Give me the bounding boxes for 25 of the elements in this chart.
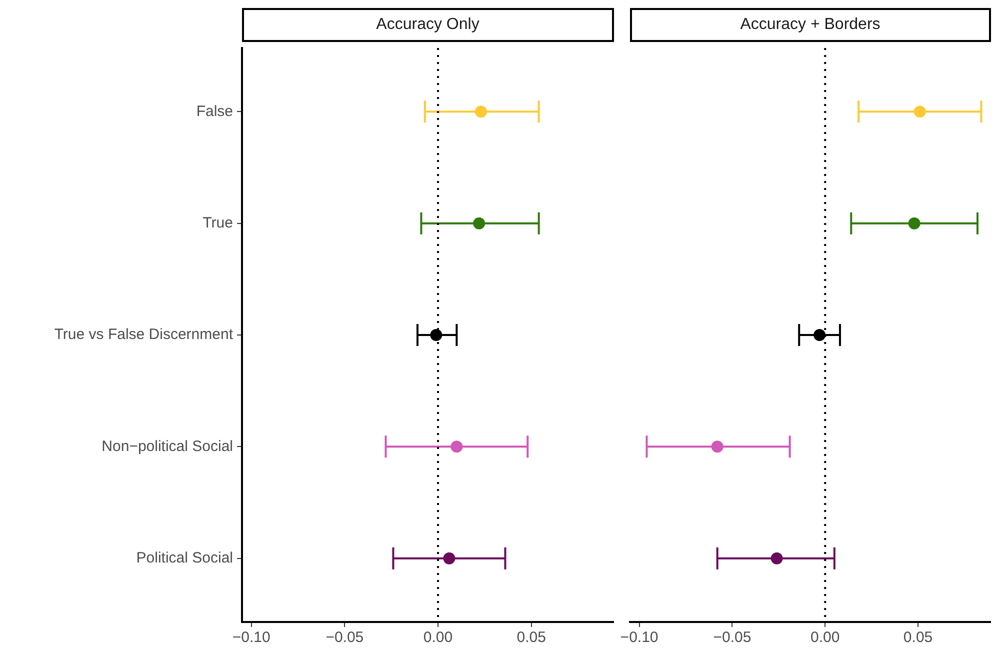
x-tick-label: −0.05 (326, 629, 364, 646)
point (450, 440, 463, 453)
y-tick-label: False (196, 102, 233, 120)
point (474, 106, 487, 118)
x-tick-label: 0.05 (903, 629, 933, 646)
x-tick-label: 0.00 (423, 629, 453, 646)
point (430, 329, 442, 341)
x-tick-label: −0.10 (620, 629, 658, 646)
chart-title: Accuracy + Borders (630, 8, 990, 42)
chart-title: Accuracy Only (242, 8, 614, 42)
y-tick-label: Non−political Social (102, 438, 233, 455)
point (443, 552, 456, 564)
point (770, 552, 783, 564)
point (814, 329, 826, 341)
y-tick-label: True (202, 214, 233, 232)
x-tick-label: −0.05 (713, 629, 752, 646)
point (473, 217, 486, 230)
point (711, 440, 724, 453)
x-tick-label: 0.05 (516, 629, 546, 646)
point (908, 217, 920, 230)
y-tick-label: Political Social (136, 549, 233, 566)
point (914, 106, 926, 118)
y-tick-label: True vs False Discernment (54, 326, 234, 344)
x-tick-label: −0.10 (232, 629, 270, 646)
x-tick-label: 0.00 (810, 629, 840, 646)
